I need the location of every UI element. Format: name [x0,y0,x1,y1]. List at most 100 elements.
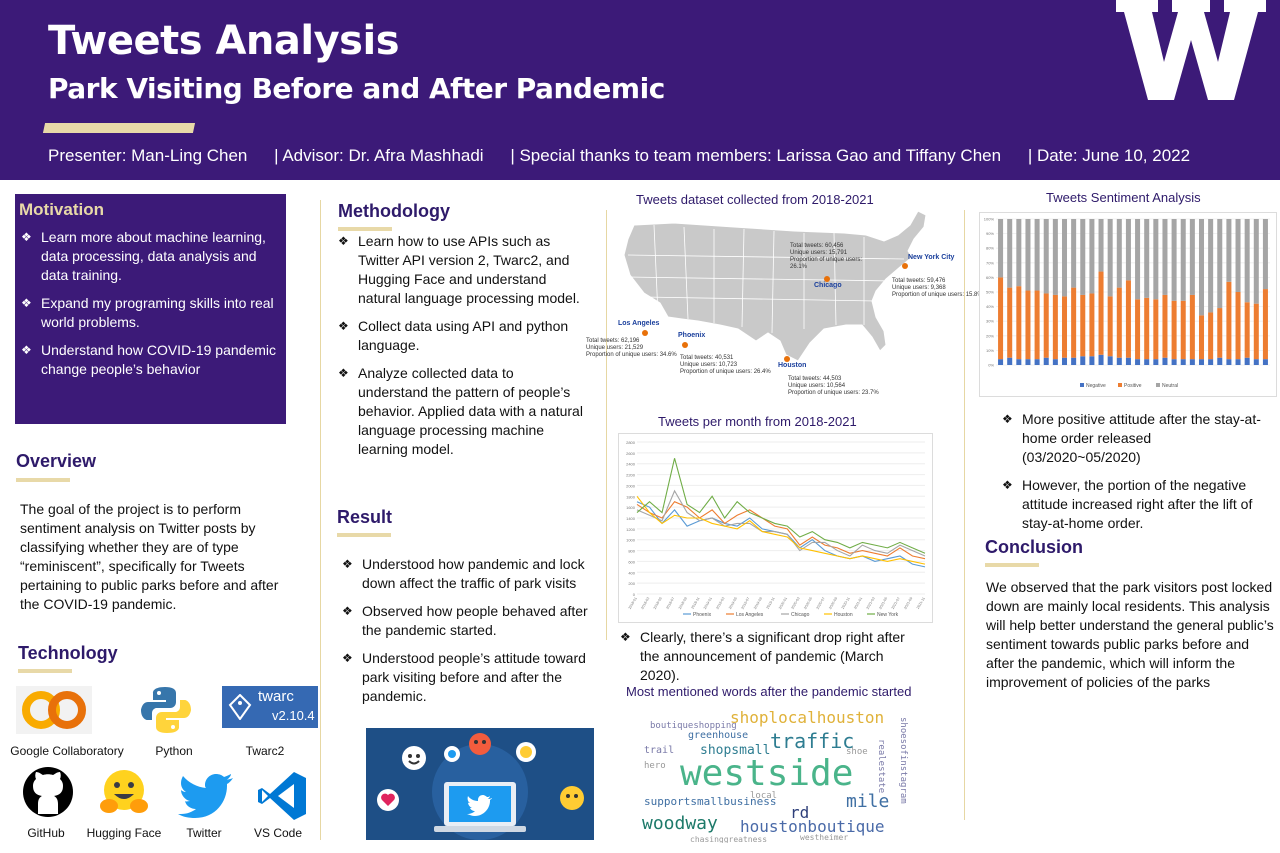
legend-label: Chicago [791,612,810,618]
nyc-label: New York City [908,254,955,261]
word: westheimer [800,833,849,842]
bar-segment [1116,219,1122,288]
uw-w-logo-icon [1116,0,1266,100]
twarc-badge: twarc v2.10.4 [222,686,318,728]
x-tick-label: 2021-07 [891,597,901,610]
list-item: Understood people’s attitude toward park… [340,649,602,706]
y-tick-label: 90% [986,231,994,236]
advisor-credit: | Advisor: Dr. Afra Mashhadi [274,146,484,165]
bar-segment [1080,356,1086,365]
list-item: Collect data using API and python langua… [336,317,584,355]
word: greenhouse [688,730,749,741]
colab-logo-icon [16,686,92,734]
word: rd [790,803,810,822]
bar-segment [1226,219,1232,282]
legend-swatch [1080,383,1084,387]
bar-segment [1025,290,1031,360]
sentiment-bar-chart: 0% 10% 20% 30% 40% 50% 60% 70% 80% 90% 100% Negativ… [979,212,1277,397]
bar-segment [1253,303,1259,360]
poster-subtitle: Park Visiting Before and After Pandemic [48,72,665,105]
sentiment-notes: More positive attitude after the stay-at… [1000,410,1268,542]
x-tick-label: 2021-09 [903,597,913,610]
methodology-title: Methodology [338,201,450,221]
bar-segment [1244,357,1250,365]
bar-segment [1071,287,1077,358]
list-item: Analyze collected data to understand the… [336,364,584,459]
bar-segment [1171,300,1177,360]
y-tick-label: 50% [986,290,994,295]
bar-segment [1235,292,1241,360]
bar-segment [1025,219,1031,291]
list-item: Clearly, there’s a significant drop righ… [618,628,918,685]
bar-segment [1180,219,1186,301]
bar-segment [1080,219,1086,295]
y-tick-label: 100% [984,217,995,222]
sentiment-title: Tweets Sentiment Analysis [1046,190,1201,205]
la-stats: Total tweets: 62,196 Unique users: 21,52… [586,338,678,359]
nyc-stats: Total tweets: 59,476 Unique users: 9,368… [892,278,984,299]
tech-label-github: GitHub [27,826,65,840]
list-item: Learn how to use APIs such as Twitter AP… [336,232,584,308]
result-underline [337,533,391,537]
bar-segment [1162,219,1168,295]
word: shoplocalhouston [730,708,885,727]
x-tick-label: 2018-05 [653,597,663,610]
bar-segment [1198,315,1205,360]
bar-segment [1043,293,1049,358]
x-tick-label: 2020-01 [778,597,788,610]
tech-label-vscode: VS Code [253,826,303,840]
overview-text: The goal of the project is to perform se… [20,501,279,612]
bar-segment [1217,357,1223,365]
bar-segment [1262,289,1268,360]
chicago-total: Total tweets: 60,456 [790,243,844,249]
twitter-bird-icon [178,774,233,818]
word: local [750,791,778,801]
houston-label: Houston [778,362,807,369]
bar-segment [1144,219,1150,298]
us-map [623,210,927,362]
bar-segment [1189,219,1195,295]
result-title: Result [337,507,393,527]
conclusion-underline [985,563,1039,567]
x-tick-label: 2021-01 [853,597,863,610]
x-tick-label: 2019-01 [703,597,713,610]
technology-title: Technology [18,643,118,663]
legend-label: Negative [1086,383,1106,389]
legend-swatch [1156,383,1160,387]
chicago-proportion: Proportion of unique users: 26.1% [790,257,863,270]
bar-segment [1153,359,1159,365]
monthly-chart-title: Tweets per month from 2018-2021 [658,414,857,429]
methodology-underline [338,227,392,231]
bar-segment [1016,286,1022,360]
y-tick-label: 80% [986,246,994,251]
y-tick-label: 2600 [626,451,636,456]
x-tick-label: 2021-05 [878,597,888,610]
series-line [636,489,926,557]
vscode-logo-icon [258,772,306,820]
word: shoesofinstagram [898,717,908,804]
houston-stats: Total tweets: 44,503 Unique users: 10,56… [788,376,884,397]
bar-segment [1208,312,1214,360]
word: realestate [876,739,886,794]
y-tick-label: 400 [628,570,635,575]
word: hero [644,761,666,771]
twarc-badge-version: v2.10.4 [272,708,315,723]
x-tick-label: 2018-01 [628,597,638,610]
map-title: Tweets dataset collected from 2018-2021 [636,192,874,207]
line-chart-svg: 0 200 400 600 800 1000 1200 1400 1600 1800 2000 220… [626,440,926,618]
bar-segment [1135,219,1141,300]
x-tick-label: 2019-09 [753,597,763,610]
bar-segment [1089,293,1095,357]
x-tick-label: 2020-05 [803,597,813,610]
legend-label: Los Angeles [736,612,764,618]
column-divider [320,200,321,840]
tech-label-python: Python [155,744,193,758]
monthly-notes: Clearly, there’s a significant drop righ… [618,628,918,694]
column-divider [606,210,607,640]
bar-segment [1253,359,1259,365]
bar-segment [1016,219,1022,287]
bar-segment [1198,359,1205,365]
wordcloud-title: Most mentioned words after the pandemic … [626,684,912,699]
word: chasinggreatness [690,835,768,843]
y-tick-label: 60% [986,275,994,280]
